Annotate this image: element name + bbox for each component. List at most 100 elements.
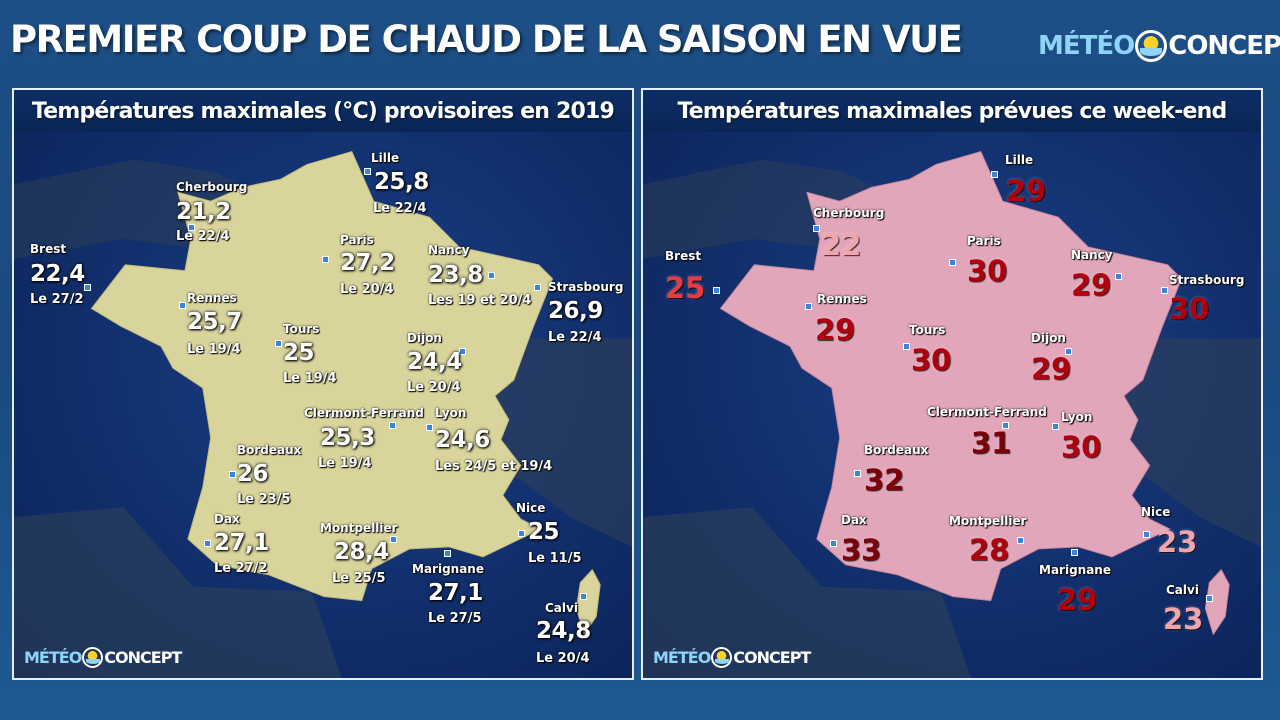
city-name-dax: Dax — [214, 512, 240, 526]
record-date-cherbourg: Le 22/4 — [176, 229, 230, 244]
city-marker-dijon — [459, 348, 466, 355]
city-name-dijon: Dijon — [1031, 331, 1066, 345]
record-date-clermont-ferrand: Le 19/4 — [318, 456, 372, 471]
city-name-paris: Paris — [967, 234, 1001, 248]
corsica-landmass — [1204, 568, 1230, 636]
city-marker-lille — [364, 168, 371, 175]
record-date-nancy: Les 19 et 20/4 — [428, 293, 532, 308]
city-name-lyon: Lyon — [435, 406, 467, 420]
forecast-value-paris: 30 — [967, 254, 1008, 288]
city-name-strasbourg: Strasbourg — [1169, 273, 1245, 287]
city-name-nancy: Nancy — [428, 243, 470, 257]
map-background — [643, 90, 1261, 678]
city-name-nice: Nice — [1141, 505, 1171, 519]
record-date-bordeaux: Le 23/5 — [237, 492, 291, 507]
city-name-brest: Brest — [30, 242, 67, 256]
panel-header: Températures maximales (°C) provisoires … — [14, 90, 632, 132]
city-name-marignane: Marignane — [412, 562, 484, 576]
city-name-dax: Dax — [841, 513, 867, 527]
city-name-cherbourg: Cherbourg — [813, 206, 885, 220]
city-name-cherbourg: Cherbourg — [176, 180, 248, 194]
record-value-lyon: 24,6 — [435, 427, 490, 453]
city-marker-rennes — [179, 302, 186, 309]
city-marker-paris — [322, 256, 329, 263]
page-title: PREMIER COUP DE CHAUD DE LA SAISON EN VU… — [10, 18, 963, 61]
record-value-cherbourg: 21,2 — [176, 199, 231, 225]
city-marker-marignane — [444, 550, 451, 557]
record-value-calvi: 24,8 — [536, 618, 591, 644]
city-marker-paris — [949, 259, 956, 266]
sun-icon — [711, 647, 733, 668]
city-marker-montpellier — [1017, 537, 1024, 544]
city-marker-brest — [713, 287, 720, 294]
city-marker-dax — [830, 540, 837, 547]
city-marker-bordeaux — [229, 471, 236, 478]
city-name-bordeaux: Bordeaux — [864, 443, 929, 457]
record-value-nice: 25 — [528, 519, 560, 545]
city-marker-lyon — [426, 424, 433, 431]
record-date-dijon: Le 20/4 — [407, 380, 461, 395]
city-marker-cherbourg — [813, 225, 820, 232]
brand-logo-part1: MÉTÉO — [1038, 31, 1135, 61]
city-name-calvi: Calvi — [545, 601, 578, 615]
city-marker-dax — [204, 540, 211, 547]
city-marker-calvi — [1206, 595, 1213, 602]
brand-logo-small: MÉTÉO CONCEPT — [653, 647, 811, 668]
city-marker-dijon — [1065, 348, 1072, 355]
record-value-paris: 27,2 — [340, 250, 395, 276]
recorded-max-map: Températures maximales (°C) provisoires … — [12, 88, 634, 680]
forecast-value-montpellier: 28 — [969, 533, 1010, 567]
city-marker-tours — [903, 343, 910, 350]
city-marker-rennes — [805, 303, 812, 310]
city-name-montpellier: Montpellier — [320, 521, 398, 535]
city-marker-nice — [1143, 531, 1150, 538]
forecast-value-dax: 33 — [841, 533, 882, 567]
record-date-lille: Le 22/4 — [373, 201, 427, 216]
record-value-dijon: 24,4 — [407, 349, 462, 375]
record-date-tours: Le 19/4 — [283, 371, 337, 386]
city-name-dijon: Dijon — [407, 331, 442, 345]
record-date-calvi: Le 20/4 — [536, 651, 590, 666]
record-value-bordeaux: 26 — [237, 461, 269, 487]
city-marker-calvi — [580, 593, 587, 600]
corsica-landmass — [575, 568, 601, 636]
forecast-value-marignane: 29 — [1057, 583, 1098, 617]
record-date-lyon: Les 24/5 et 19/4 — [435, 459, 553, 474]
city-marker-nice — [518, 530, 525, 537]
record-date-paris: Le 20/4 — [340, 282, 394, 297]
brand-logo-part2: CONCEPT — [733, 648, 811, 667]
sun-icon — [82, 647, 104, 668]
forecast-value-clermont-ferrand: 31 — [971, 426, 1012, 460]
city-name-bordeaux: Bordeaux — [237, 443, 302, 457]
record-date-nice: Le 11/5 — [528, 551, 582, 566]
city-marker-clermont-ferrand — [1002, 422, 1009, 429]
sun-icon — [1135, 30, 1168, 62]
forecast-value-calvi: 23 — [1163, 602, 1204, 636]
city-name-lyon: Lyon — [1061, 410, 1093, 424]
city-name-montpellier: Montpellier — [949, 514, 1027, 528]
forecast-value-lille: 29 — [1006, 174, 1047, 208]
city-name-rennes: Rennes — [817, 292, 867, 306]
city-name-strasbourg: Strasbourg — [548, 280, 624, 294]
city-marker-lyon — [1052, 423, 1059, 430]
forecast-value-strasbourg: 30 — [1169, 292, 1210, 326]
city-marker-nancy — [1115, 273, 1122, 280]
record-date-brest: Le 27/2 — [30, 292, 84, 307]
city-marker-cherbourg — [188, 224, 195, 231]
brand-logo: MÉTÉO CONCEPT — [1038, 30, 1280, 62]
city-name-nice: Nice — [516, 501, 546, 515]
city-marker-nancy — [488, 272, 495, 279]
record-value-brest: 22,4 — [30, 261, 85, 287]
forecast-value-cherbourg: 22 — [821, 228, 862, 262]
forecast-value-bordeaux: 32 — [864, 463, 905, 497]
france-landmass — [90, 150, 554, 602]
forecast-value-nancy: 29 — [1071, 268, 1112, 302]
record-value-strasbourg: 26,9 — [548, 298, 603, 324]
record-date-montpellier: Le 25/5 — [332, 571, 386, 586]
brand-logo-part2: CONCEPT — [1168, 31, 1280, 61]
panel-header: Températures maximales prévues ce week-e… — [643, 90, 1261, 132]
panel-title: Températures maximales prévues ce week-e… — [677, 98, 1228, 124]
city-name-clermont-ferrand: Clermont-Ferrand — [304, 406, 424, 420]
city-name-nancy: Nancy — [1071, 248, 1113, 262]
city-marker-lille — [991, 171, 998, 178]
